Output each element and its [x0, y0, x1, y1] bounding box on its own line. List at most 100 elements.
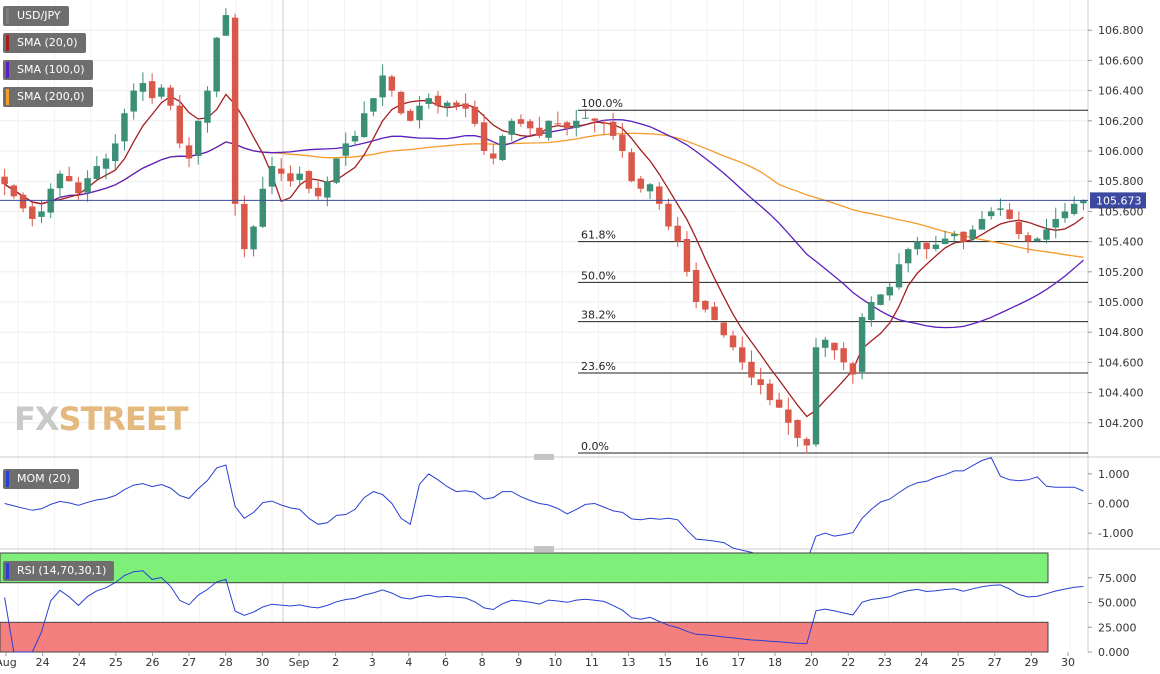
- candle: [351, 130, 359, 146]
- candle: [38, 199, 45, 224]
- candle-body: [932, 244, 940, 249]
- candle: [443, 100, 451, 117]
- candle-body: [397, 91, 405, 114]
- candle: [241, 195, 248, 258]
- candle-body: [121, 113, 128, 142]
- candle-body: [554, 123, 562, 125]
- candle-body: [443, 102, 451, 107]
- fib-label: 23.6%: [581, 360, 616, 373]
- candle: [148, 73, 156, 104]
- candle: [812, 338, 820, 447]
- rsi-axis: 75.000 50.000 25.000 0.000: [1088, 572, 1137, 659]
- candle-body: [29, 206, 36, 219]
- legend-rsi[interactable]: RSI (14,70,30,1): [3, 561, 115, 581]
- candle: [425, 93, 432, 109]
- date-tick-label: 6: [442, 656, 449, 669]
- candle-body: [453, 102, 460, 106]
- candle: [370, 98, 377, 117]
- candle: [868, 296, 875, 327]
- candle: [1006, 203, 1013, 220]
- candle-body: [748, 361, 755, 378]
- candle-body: [904, 249, 912, 264]
- candle-body: [425, 98, 432, 104]
- candle: [987, 207, 995, 220]
- candle-body: [342, 143, 349, 156]
- date-tick-label: 22: [841, 656, 855, 669]
- price-tick-label: 106.000: [1098, 145, 1144, 158]
- candle-body: [858, 317, 866, 372]
- legend-usdjpy[interactable]: USD/JPY: [3, 6, 69, 26]
- candle-body: [987, 211, 995, 217]
- candle-body: [545, 120, 552, 138]
- candle: [407, 108, 414, 122]
- candle-body: [268, 166, 276, 187]
- candle: [646, 182, 654, 200]
- candle: [277, 158, 285, 182]
- candle: [185, 137, 193, 168]
- date-tick-label: 30: [255, 656, 269, 669]
- candle: [895, 253, 903, 290]
- candle: [499, 134, 506, 161]
- legend-sma200[interactable]: SMA (200,0): [3, 87, 93, 107]
- date-tick-label: 30: [1061, 656, 1075, 669]
- last-price-label: 105.673: [1096, 194, 1142, 207]
- candle-body: [508, 120, 515, 135]
- candle-body: [1052, 218, 1059, 228]
- candle-body: [978, 218, 986, 230]
- candle-body: [75, 182, 82, 194]
- last-price-tag: [1090, 192, 1146, 209]
- candle-body: [619, 134, 626, 151]
- candle-body: [112, 143, 119, 162]
- candle-body: [711, 306, 718, 321]
- price-tick-label: 104.600: [1098, 356, 1144, 369]
- candle-body: [499, 135, 506, 161]
- legend-sma100[interactable]: SMA (100,0): [3, 60, 93, 80]
- candle: [213, 36, 220, 98]
- candle-body: [600, 122, 608, 124]
- candle-body: [941, 238, 949, 245]
- date-tick-label: 17: [731, 656, 745, 669]
- candle-body: [536, 127, 543, 136]
- date-axis: Aug24242526272830Sep23468910111315161718…: [0, 652, 1075, 669]
- candle-body: [471, 106, 479, 124]
- legend-momentum[interactable]: MOM (20): [3, 469, 79, 489]
- date-tick-label: 25: [951, 656, 965, 669]
- date-tick-label: 29: [1024, 656, 1038, 669]
- candle: [877, 294, 884, 306]
- legend-sma20[interactable]: SMA (20,0): [3, 33, 86, 53]
- candle-body: [637, 178, 645, 189]
- candle-body: [665, 203, 672, 227]
- candle-body: [148, 81, 156, 99]
- legend-swatch: [6, 89, 9, 105]
- candle: [29, 202, 36, 227]
- candle-body: [628, 152, 635, 182]
- candle: [526, 119, 534, 137]
- price-tick-label: 106.200: [1098, 115, 1144, 128]
- candle: [794, 419, 801, 447]
- legend-swatch: [6, 62, 9, 78]
- candle-body: [849, 363, 857, 375]
- grid-lines: [0, 0, 1088, 652]
- candle-body: [351, 135, 359, 142]
- candle: [250, 225, 257, 257]
- candle: [637, 175, 645, 193]
- candle: [785, 397, 792, 435]
- candle-body: [757, 379, 764, 386]
- candle: [10, 184, 18, 200]
- candle-body: [204, 90, 211, 123]
- candle: [840, 342, 847, 371]
- momentum-tick-label: -1.000: [1098, 527, 1133, 540]
- candle: [388, 74, 396, 97]
- candle: [757, 367, 764, 395]
- candle: [397, 90, 405, 116]
- date-tick-label: 24: [915, 656, 929, 669]
- candle-body: [1024, 235, 1032, 242]
- date-tick-label: 3: [369, 656, 376, 669]
- candle: [711, 301, 718, 321]
- candle: [453, 100, 460, 111]
- candle: [1061, 202, 1069, 223]
- candle-body: [333, 158, 340, 183]
- candle: [563, 120, 571, 136]
- candle: [324, 176, 331, 207]
